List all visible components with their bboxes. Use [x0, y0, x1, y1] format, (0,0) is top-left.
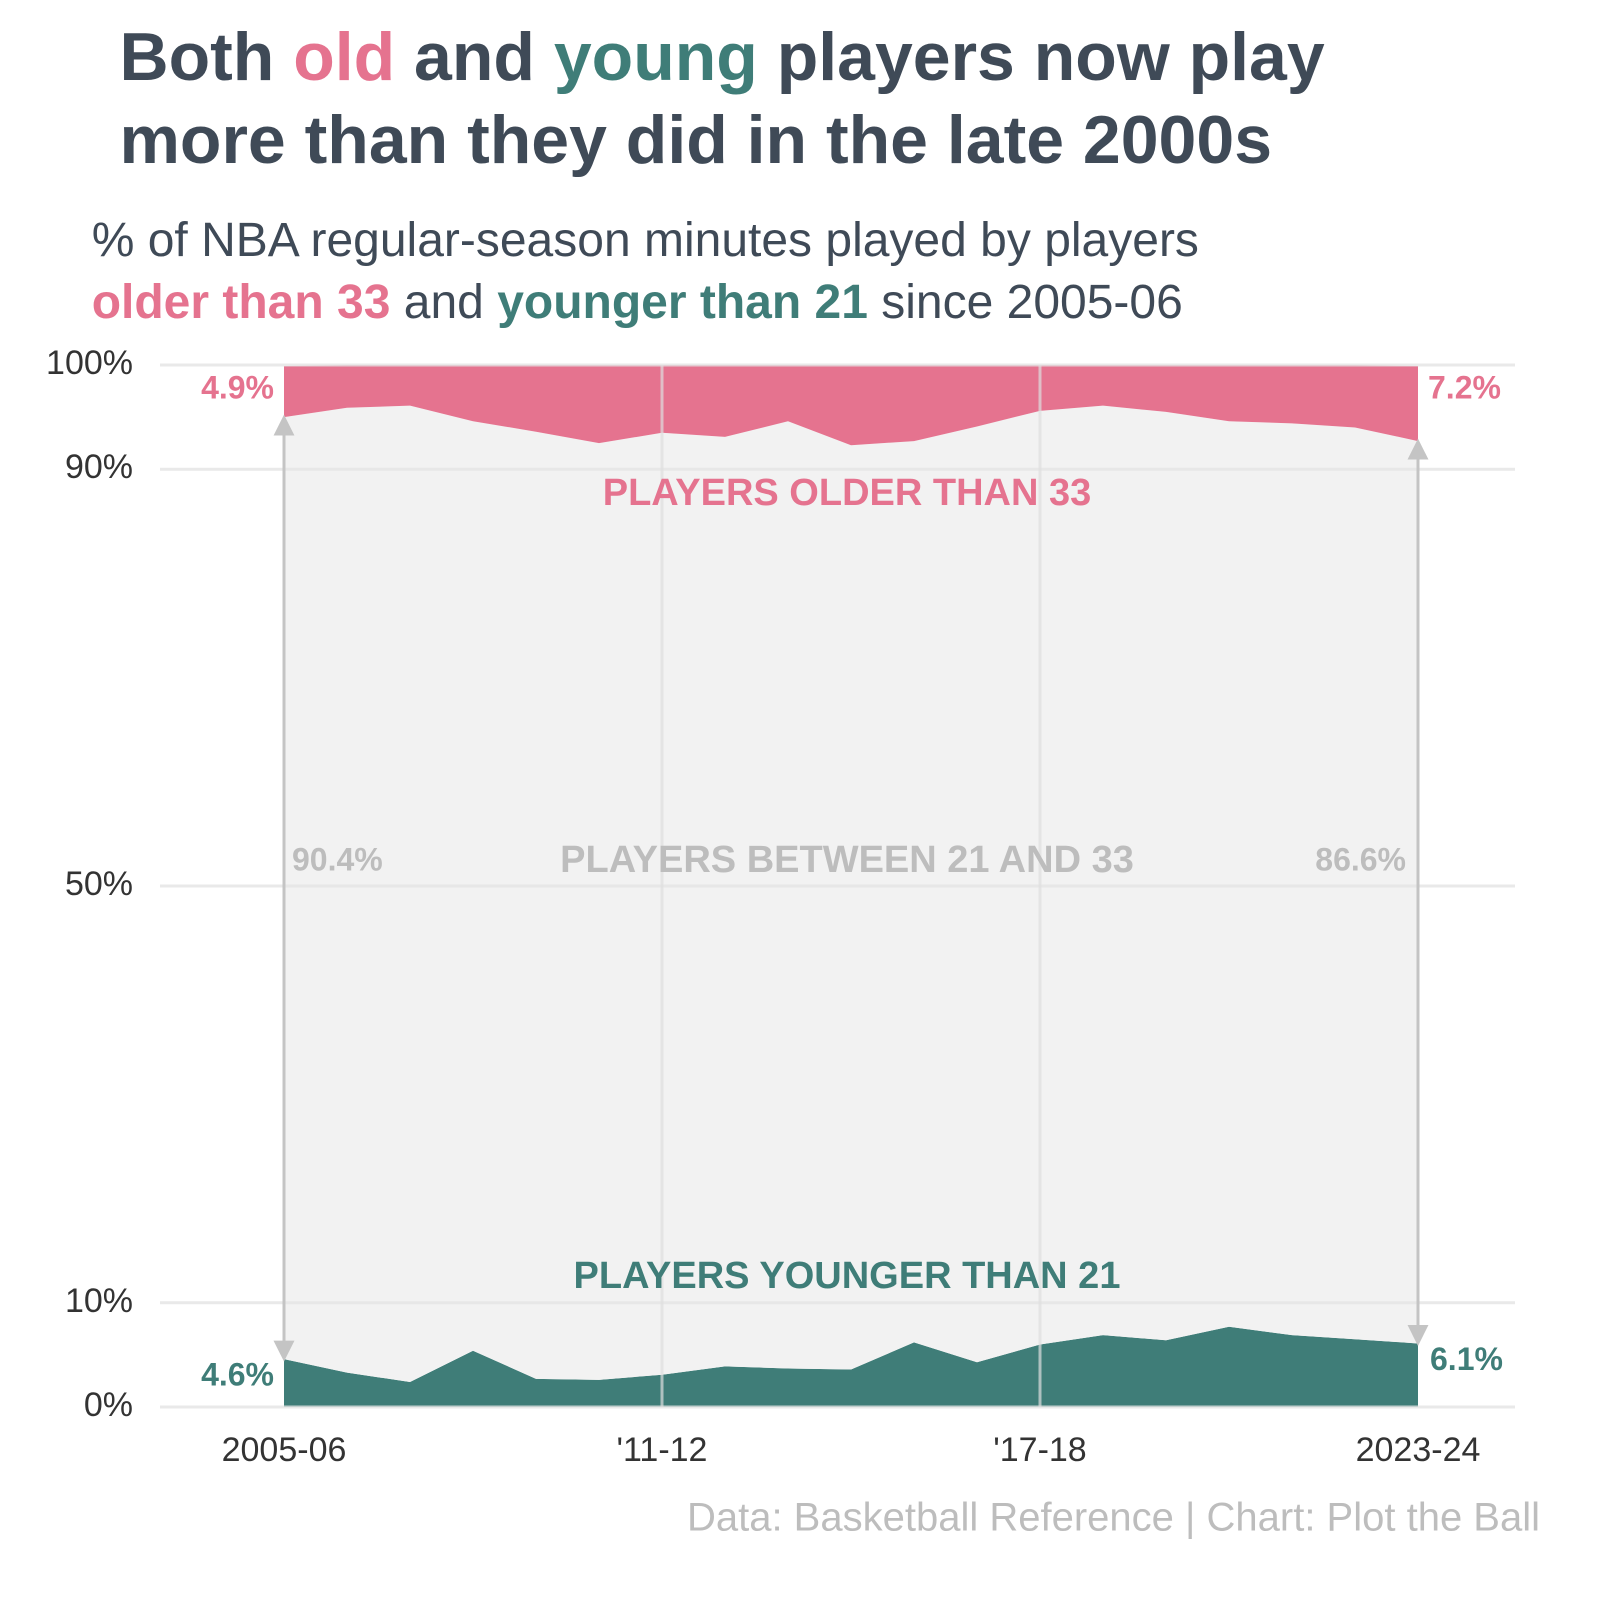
y-tick-label: 90%	[65, 448, 133, 486]
area	[284, 1326, 1418, 1407]
value-label: 90.4%	[292, 841, 383, 877]
subtitle-highlight: younger than 21	[497, 276, 868, 329]
title-text: Both	[119, 19, 293, 95]
subtitle-text: since 2005-06	[868, 276, 1183, 329]
subtitle-text: % of NBA regular-season minutes played b…	[92, 214, 1199, 267]
value-label: 86.6%	[1315, 841, 1406, 877]
value-label: 7.2%	[1428, 369, 1501, 405]
series-label: PLAYERS BETWEEN 21 AND 33	[560, 839, 1134, 881]
subtitle-text: and	[390, 276, 497, 329]
y-tick-label: 100%	[46, 344, 133, 382]
title-text: more than they did in the late 2000s	[119, 102, 1272, 178]
subtitle-line: % of NBA regular-season minutes played b…	[25, 214, 1239, 267]
title-highlight: old	[293, 19, 395, 95]
x-tick-label: '17-18	[993, 1431, 1086, 1469]
area	[284, 365, 1418, 446]
y-tick-label: 10%	[65, 1282, 133, 1320]
title-highlight: young	[554, 19, 758, 95]
title-text: players now play	[758, 19, 1325, 95]
x-tick-label: 2023-24	[1356, 1431, 1481, 1469]
plot-area: 0% 10% 50% 90% 100% 2005-06 '11-12 '17-18 2023-2…	[46, 344, 1515, 1469]
source: Data: Basketball Reference | Chart: Plot…	[687, 1496, 1540, 1540]
title-text: and	[395, 19, 554, 95]
series-label: PLAYERS OLDER THAN 33	[603, 472, 1091, 514]
y-tick-label: 50%	[65, 865, 133, 903]
series-label: PLAYERS YOUNGER THAN 21	[574, 1255, 1121, 1297]
title-line: more than they did in the late 2000s	[25, 102, 1329, 178]
x-tick-label: '11-12	[617, 1431, 708, 1469]
subtitle-line: older than 33 and younger than 21 since …	[25, 276, 1223, 329]
area	[284, 405, 1418, 1382]
value-label: 6.1%	[1430, 1341, 1503, 1377]
x-tick-label: 2005-06	[222, 1431, 347, 1469]
value-label: 4.6%	[201, 1357, 274, 1393]
subtitle-highlight: older than 33	[92, 276, 391, 329]
y-tick-label: 0%	[84, 1386, 133, 1424]
value-label: 4.9%	[201, 369, 274, 405]
title-line: Both old and young players now play	[25, 19, 1381, 95]
